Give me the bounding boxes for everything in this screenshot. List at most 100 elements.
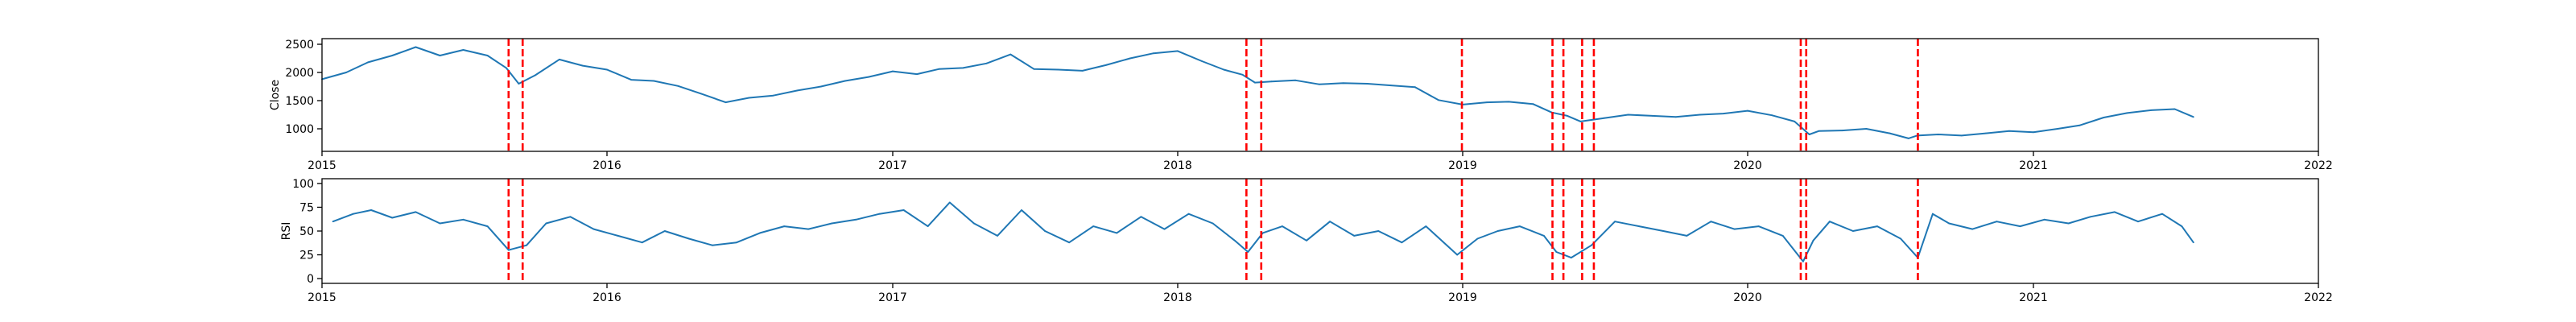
close-data-point	[985, 62, 988, 64]
close-x-tick-label: 2021	[2019, 159, 2048, 172]
rsi-data-point	[1425, 225, 1427, 227]
close-data-point	[819, 85, 822, 88]
close-y-tick-label: 2500	[285, 39, 314, 52]
rsi-data-point	[526, 244, 527, 246]
rsi-data-point	[1353, 235, 1356, 237]
rsi-x-tick-label: 2018	[1163, 291, 1192, 304]
rsi-data-point	[1852, 230, 1854, 232]
rsi-data-point	[807, 228, 810, 230]
close-x-tick-label: 2016	[592, 159, 621, 172]
rsi-data-point	[1518, 225, 1521, 227]
rsi-data-point	[462, 218, 464, 221]
rsi-data-point	[1021, 209, 1022, 211]
rsi-data-point	[878, 213, 881, 215]
rsi-data-point	[1377, 230, 1380, 232]
close-data-point	[1508, 101, 1510, 103]
close-data-point	[1153, 52, 1154, 55]
close-data-point	[700, 93, 703, 95]
close-data-point	[772, 94, 774, 97]
rsi-data-point	[1306, 239, 1307, 242]
close-data-point	[1270, 80, 1273, 83]
close-data-point	[1808, 134, 1810, 135]
close-data-point	[2150, 109, 2153, 111]
close-data-point	[962, 67, 964, 69]
rsi-data-point	[1401, 242, 1403, 244]
rsi-data-point	[1570, 257, 1572, 258]
close-data-point	[1771, 114, 1773, 117]
close-data-point	[868, 76, 869, 78]
close-data-point	[1009, 53, 1012, 56]
rsi-data-point	[1163, 228, 1166, 230]
rsi-x-tick-label: 2016	[592, 291, 621, 304]
close-data-point	[391, 55, 394, 56]
rsi-data-point	[1476, 237, 1479, 240]
close-data-point	[1747, 109, 1748, 112]
rsi-panel: 2015 2016 2017 2018 2019 2020 2021 2022 0 25 50 75 1…	[280, 178, 2333, 304]
close-data-point	[1699, 114, 1701, 116]
rsi-data-point	[1733, 228, 1736, 230]
close-data-point	[1486, 101, 1488, 103]
close-x-tick-label: 2020	[1733, 159, 1762, 172]
close-data-point	[1627, 114, 1629, 116]
rsi-data-point	[352, 213, 354, 215]
rsi-data-point	[1092, 225, 1095, 227]
close-data-point	[1081, 70, 1084, 72]
rsi-data-point	[370, 209, 372, 211]
rsi-data-point	[1876, 225, 1878, 227]
rsi-data-point	[1261, 232, 1264, 234]
rsi-data-point	[1638, 225, 1641, 227]
close-data-point	[1984, 132, 1987, 134]
close-data-point	[367, 61, 369, 64]
rsi-y-tick-label: 25	[299, 250, 314, 262]
close-data-point	[506, 67, 507, 69]
close-data-point	[1889, 132, 1891, 134]
close-x-tick-label: 2017	[878, 159, 907, 172]
rsi-data-point	[783, 225, 786, 227]
close-data-point	[2192, 116, 2194, 118]
rsi-data-point	[569, 216, 572, 218]
rsi-data-point	[486, 225, 489, 227]
rsi-data-point	[1140, 216, 1142, 218]
rsi-x-tick-label: 2019	[1448, 291, 1477, 304]
close-data-point	[2103, 117, 2105, 118]
rsi-data-point	[2137, 221, 2139, 223]
rsi-data-point	[1187, 213, 1190, 215]
rsi-data-point	[1781, 235, 1784, 237]
rsi-data-point	[415, 211, 417, 213]
close-data-point	[1366, 83, 1368, 85]
close-data-point	[1129, 57, 1131, 60]
rsi-data-point	[1496, 230, 1499, 232]
close-data-point	[1414, 86, 1416, 89]
rsi-data-point	[1233, 239, 1236, 242]
close-data-point	[1603, 117, 1605, 119]
rsi-data-point	[507, 249, 510, 251]
rsi-data-point	[2067, 222, 2070, 225]
rsi-data-point	[1710, 221, 1712, 223]
close-data-point	[1342, 82, 1344, 85]
close-x-tick-label: 2015	[308, 159, 336, 172]
rsi-data-point	[1247, 251, 1249, 253]
rsi-data-point	[1757, 225, 1760, 227]
rsi-data-point	[1212, 222, 1214, 225]
rsi-data-point	[2019, 225, 2021, 227]
close-data-point	[748, 97, 750, 99]
rsi-data-point	[1686, 235, 1688, 237]
rsi-data-point	[2181, 225, 2183, 227]
close-data-point	[653, 80, 655, 82]
close-data-point	[1318, 83, 1320, 85]
close-data-point	[518, 83, 520, 85]
close-data-point	[1294, 79, 1297, 81]
close-data-point	[439, 55, 441, 56]
rsi-data-point	[2043, 218, 2046, 221]
close-data-point	[1907, 138, 1909, 139]
close-data-point	[1567, 115, 1568, 117]
close-x-tick-label: 2022	[2304, 159, 2333, 172]
rsi-data-point	[1329, 221, 1331, 223]
rsi-ylabel: RSI	[280, 222, 293, 241]
close-data-point	[1389, 85, 1392, 86]
close-data-point	[1177, 50, 1179, 52]
rsi-data-point	[1555, 251, 1558, 253]
rsi-data-point	[759, 232, 761, 234]
rsi-data-point	[902, 209, 905, 211]
